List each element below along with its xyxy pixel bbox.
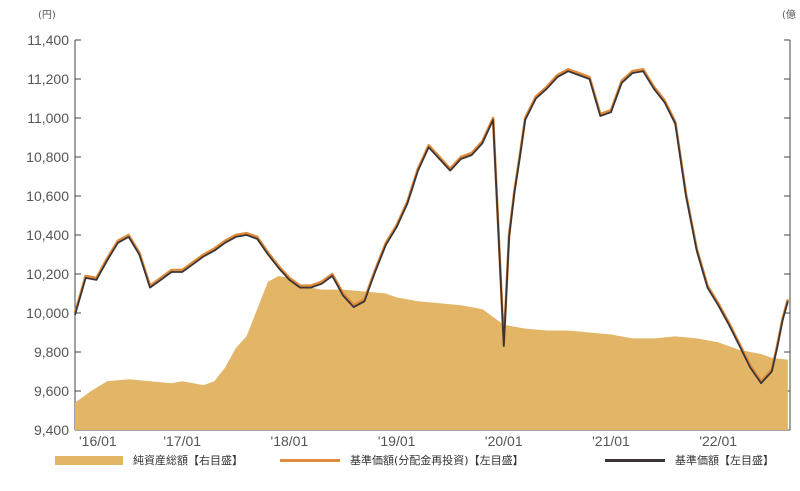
x-tick-label: '20/01 (485, 433, 523, 448)
legend-label-reinvested-nav: 基準価額(分配金再投資)【左目盛】 (350, 454, 524, 467)
axis-labels-layer: 11,400 11,200 11,000 10,800 10,600 10,400 10,2… (26, 32, 737, 448)
legend: 純資産総額【右目盛】 基準価額(分配金再投資)【左目盛】 基準価額【左目盛】 (0, 448, 800, 472)
x-tick-label: '22/01 (699, 433, 737, 448)
y-tick-label: 9,400 (34, 422, 69, 438)
legend-swatch-nav-line (605, 458, 665, 462)
nav-line (74, 70, 789, 385)
x-tick-label: '16/01 (79, 433, 117, 448)
left-axis-unit: (円) (38, 10, 56, 21)
net-assets-area (75, 275, 788, 430)
y-tick-label: 10,600 (26, 188, 69, 204)
legend-label-net-assets: 純資産総額【右目盛】 (133, 454, 243, 467)
y-tick-label: 10,200 (26, 266, 69, 282)
x-tick-label: '18/01 (271, 433, 309, 448)
net-assets-area-layer (75, 275, 788, 430)
y-tick-label: 10,800 (26, 149, 69, 165)
x-tick-label: '17/01 (163, 433, 201, 448)
y-tick-label: 11,400 (27, 32, 69, 48)
legend-item-net-assets: 純資産総額【右目盛】 (55, 448, 243, 472)
legend-item-nav: 基準価額【左目盛】 (605, 448, 774, 472)
line-chart: 11,400 11,200 11,000 10,800 10,600 10,400 10,2… (26, 8, 796, 448)
y-tick-label: 11,200 (27, 71, 69, 87)
y-tick-label: 9,800 (34, 344, 69, 360)
x-tick-label: '19/01 (378, 433, 416, 448)
legend-swatch-reinvested-line (280, 458, 340, 462)
right-axis-unit: (億 (782, 8, 796, 21)
legend-label-nav: 基準価額【左目盛】 (675, 454, 774, 467)
x-tick-label: '21/01 (592, 433, 630, 448)
y-tick-label: 11,000 (27, 110, 69, 126)
legend-item-reinvested-nav: 基準価額(分配金再投資)【左目盛】 (280, 448, 524, 472)
y-tick-label: 9,600 (34, 383, 69, 399)
nav-lines-layer (73, 68, 790, 385)
legend-swatch-area (55, 455, 123, 465)
y-tick-label: 10,000 (26, 305, 69, 321)
y-tick-label: 10,400 (26, 227, 69, 243)
